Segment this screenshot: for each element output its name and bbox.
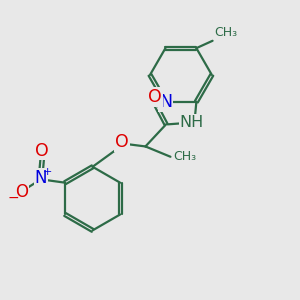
Text: CH₃: CH₃: [173, 150, 196, 163]
Text: N: N: [34, 169, 47, 187]
Text: −: −: [8, 191, 20, 205]
Text: O: O: [115, 133, 129, 151]
Text: O: O: [148, 88, 162, 106]
Text: CH₃: CH₃: [214, 26, 237, 39]
Text: O: O: [15, 182, 28, 200]
Text: NH: NH: [180, 116, 204, 130]
Text: N: N: [159, 93, 172, 111]
Text: +: +: [43, 167, 52, 177]
Text: O: O: [35, 142, 49, 160]
